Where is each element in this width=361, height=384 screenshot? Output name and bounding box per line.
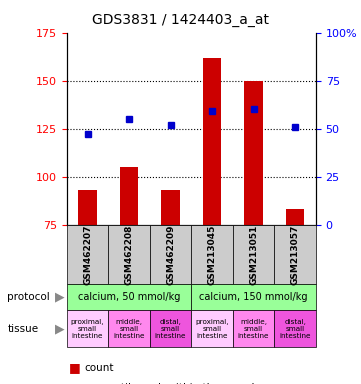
Text: calcium, 50 mmol/kg: calcium, 50 mmol/kg xyxy=(78,292,180,302)
Text: calcium, 150 mmol/kg: calcium, 150 mmol/kg xyxy=(199,292,308,302)
Text: middle,
small
intestine: middle, small intestine xyxy=(238,318,269,339)
Text: GSM462207: GSM462207 xyxy=(83,224,92,285)
Text: GSM462208: GSM462208 xyxy=(125,224,134,285)
Text: middle,
small
intestine: middle, small intestine xyxy=(113,318,145,339)
Text: proximal,
small
intestine: proximal, small intestine xyxy=(71,318,104,339)
Bar xyxy=(120,167,138,225)
Bar xyxy=(286,209,304,225)
Bar xyxy=(244,81,263,225)
Text: GDS3831 / 1424403_a_at: GDS3831 / 1424403_a_at xyxy=(92,13,269,27)
Text: GSM213057: GSM213057 xyxy=(291,224,300,285)
Bar xyxy=(161,190,180,225)
Text: distal,
small
intestine: distal, small intestine xyxy=(279,318,311,339)
Text: GSM462209: GSM462209 xyxy=(166,224,175,285)
Text: tissue: tissue xyxy=(7,323,38,334)
Text: protocol: protocol xyxy=(7,292,50,302)
Bar xyxy=(203,58,221,225)
Text: ■: ■ xyxy=(69,381,81,384)
Text: ■: ■ xyxy=(69,361,81,374)
Text: count: count xyxy=(85,363,114,373)
Text: ▶: ▶ xyxy=(55,291,64,304)
Text: proximal,
small
intestine: proximal, small intestine xyxy=(195,318,229,339)
Bar xyxy=(78,190,97,225)
Text: GSM213051: GSM213051 xyxy=(249,224,258,285)
Text: distal,
small
intestine: distal, small intestine xyxy=(155,318,186,339)
Text: ▶: ▶ xyxy=(55,322,64,335)
Text: GSM213045: GSM213045 xyxy=(208,224,217,285)
Text: percentile rank within the sample: percentile rank within the sample xyxy=(85,383,261,384)
